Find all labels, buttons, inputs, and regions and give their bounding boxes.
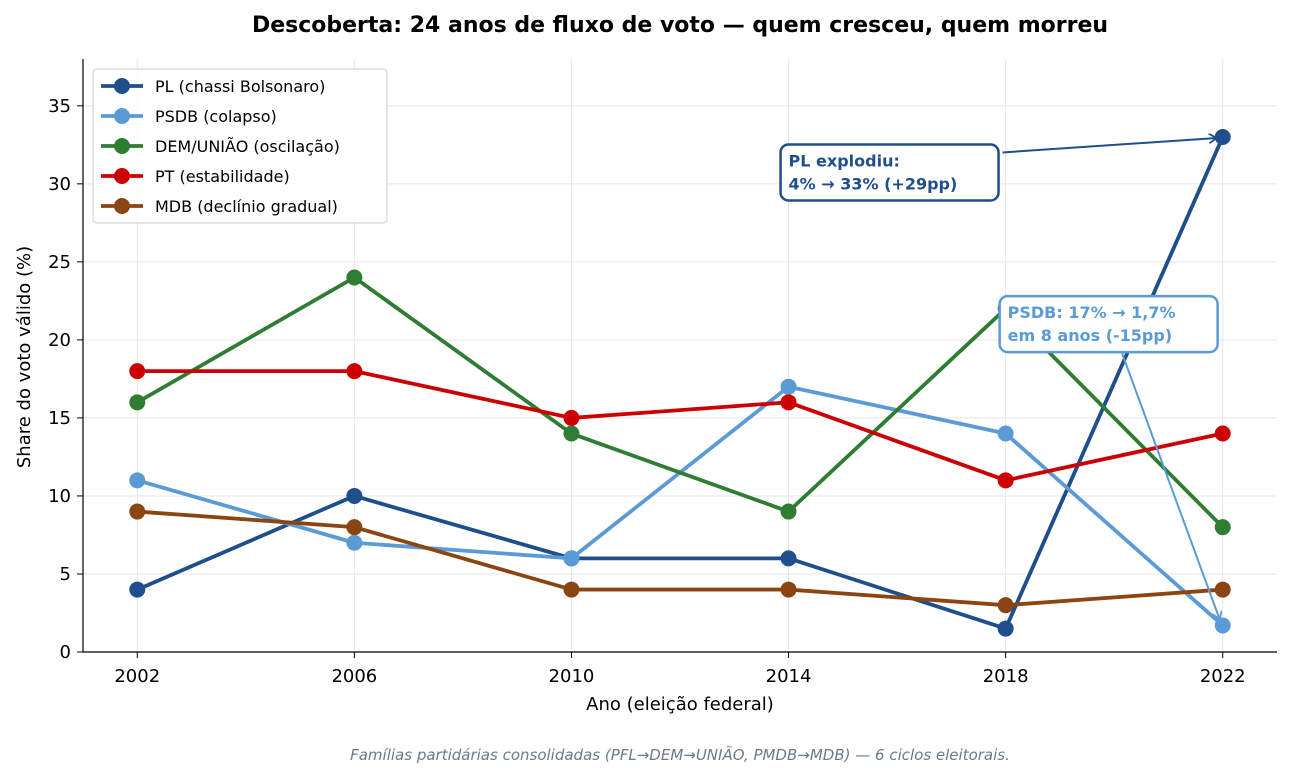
data-point-mdb (346, 519, 363, 536)
annotation-box (779, 143, 1000, 202)
x-tick-label: 2018 (983, 666, 1029, 687)
data-point-dem-uni-o (129, 394, 146, 411)
data-point-psdb (1214, 617, 1231, 634)
y-axis-label: Share do voto válido (%) (14, 246, 35, 468)
y-tick-label: 35 (48, 96, 71, 117)
series-line-pl (135, 135, 1225, 631)
chart-title: Descoberta: 24 anos de fluxo de voto — q… (252, 13, 1108, 38)
data-point-dem-uni-o (780, 503, 797, 520)
data-point-mdb (129, 503, 146, 520)
legend-swatch-marker (114, 78, 130, 94)
x-tick-label: 2002 (114, 666, 160, 687)
data-point-psdb (997, 425, 1014, 442)
legend: PL (chassi Bolsonaro) PSDB (colapso) DEM/U… (92, 68, 388, 224)
legend-label: DEM/UNIÃO (oscilação) (155, 137, 340, 156)
data-point-psdb (346, 534, 363, 551)
data-point-mdb (997, 597, 1014, 614)
x-axis-ticks: 2002 2006 2010 2014 2018 2022 (114, 652, 1246, 687)
series-psdb (129, 378, 1231, 634)
data-point-mdb (780, 581, 797, 598)
series-mdb (129, 503, 1231, 614)
y-tick-label: 30 (48, 174, 71, 195)
legend-item: PSDB (colapso) (101, 107, 277, 126)
annotation-pl: PL explodiu: 4% → 33% (+29pp) (779, 138, 1217, 202)
annotations: PL explodiu: 4% → 33% (+29pp) PSDB: 17% → … (779, 138, 1220, 619)
footnote: Famílias partidárias consolidadas (PFL→D… (350, 745, 1010, 764)
data-point-pl (780, 550, 797, 567)
data-point-pt (129, 363, 146, 380)
data-point-pl (1214, 129, 1231, 146)
x-tick-label: 2022 (1200, 666, 1246, 687)
series-line-mdb (135, 509, 1225, 608)
series-line-pt (135, 369, 1225, 483)
legend-label: PL (chassi Bolsonaro) (155, 77, 325, 96)
data-point-pt (780, 394, 797, 411)
x-tick-label: 2010 (549, 666, 595, 687)
legend-label: PSDB (colapso) (155, 107, 277, 126)
legend-label: PT (estabilidade) (155, 167, 290, 186)
annotation-arrow (1120, 351, 1220, 619)
y-tick-label: 15 (48, 408, 71, 429)
y-tick-label: 0 (60, 642, 71, 663)
legend-item: DEM/UNIÃO (oscilação) (101, 137, 340, 156)
series-pt (129, 363, 1231, 489)
annotation-box (998, 294, 1219, 354)
data-point-mdb (563, 581, 580, 598)
data-point-dem-uni-o (563, 425, 580, 442)
data-point-pt (1214, 425, 1231, 442)
legend-swatch-marker (114, 108, 130, 124)
annotation-text: PL explodiu: (789, 151, 900, 170)
annotation-text: em 8 anos (-15pp) (1008, 326, 1173, 345)
data-point-pt (997, 472, 1014, 489)
y-axis-ticks: 0 5 10 15 20 25 30 35 (48, 96, 83, 663)
annotation-text: 4% → 33% (+29pp) (789, 174, 958, 193)
x-tick-label: 2006 (331, 666, 377, 687)
legend-label: MDB (declínio gradual) (155, 197, 338, 216)
data-point-psdb (563, 550, 580, 567)
x-axis-label: Ano (eleição federal) (586, 694, 774, 715)
axes (82, 59, 1277, 653)
legend-swatch-marker (114, 168, 130, 184)
legend-swatch-marker (114, 198, 130, 214)
legend-swatch-marker (114, 138, 130, 154)
legend-item: MDB (declínio gradual) (101, 197, 338, 216)
data-point-dem-uni-o (346, 269, 363, 286)
y-tick-label: 25 (48, 252, 71, 273)
annotation-psdb: PSDB: 17% → 1,7% em 8 anos (-15pp) (998, 294, 1220, 619)
data-point-psdb (129, 472, 146, 489)
data-point-pl (346, 487, 363, 504)
data-point-pt (563, 409, 580, 426)
legend-box (92, 68, 388, 224)
annotation-text: PSDB: 17% → 1,7% (1008, 303, 1176, 322)
series-pl (129, 129, 1231, 637)
legend-item: PL (chassi Bolsonaro) (101, 77, 325, 96)
y-tick-label: 10 (48, 486, 71, 507)
x-tick-label: 2014 (766, 666, 812, 687)
data-point-dem-uni-o (1214, 519, 1231, 536)
legend-item: PT (estabilidade) (101, 167, 290, 186)
data-point-pl (129, 581, 146, 598)
annotation-arrow (1002, 138, 1217, 154)
y-tick-label: 20 (48, 330, 71, 351)
y-tick-label: 5 (60, 564, 71, 585)
data-point-psdb (780, 378, 797, 395)
data-point-pt (346, 363, 363, 380)
data-point-pl (997, 620, 1014, 637)
data-point-mdb (1214, 581, 1231, 598)
